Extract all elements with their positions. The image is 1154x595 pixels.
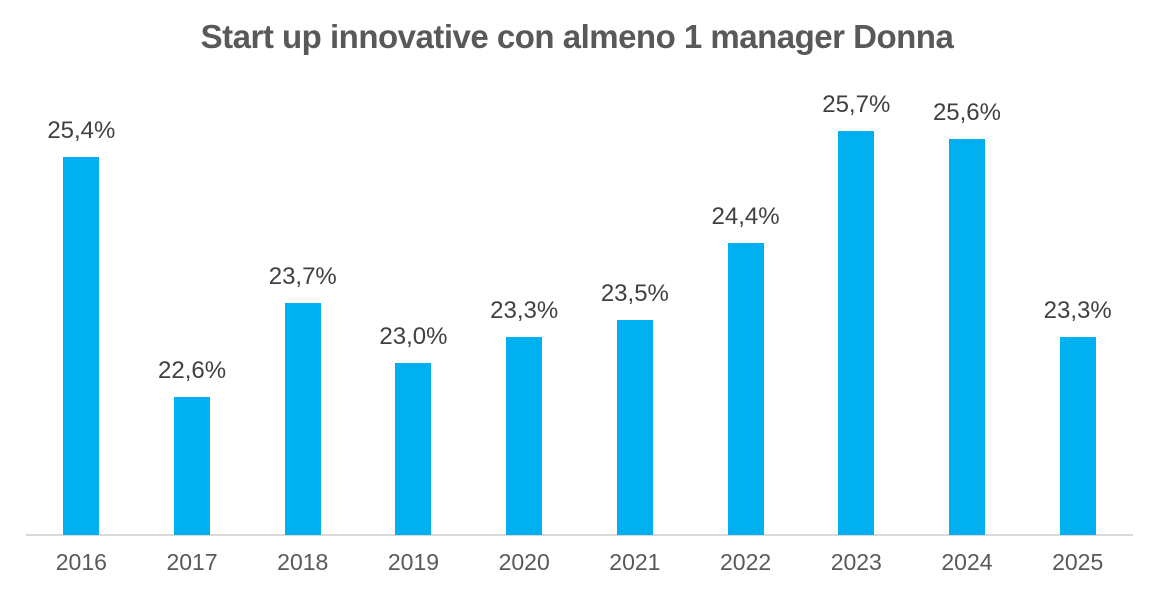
bar-2016 <box>63 156 100 535</box>
x-axis-labels: 2016 2017 2018 2019 2020 2021 2022 2023 2024 2025 <box>26 549 1133 575</box>
x-tick-label-2024: 2024 <box>941 549 993 575</box>
bar-value-label: 25,7% <box>822 90 891 118</box>
x-axis-line <box>26 534 1133 536</box>
bar-column: 23,3% <box>1022 299 1133 535</box>
bar-column: 23,0% <box>358 325 469 535</box>
bar-value-label: 23,3% <box>490 297 559 325</box>
bar-2023 <box>838 130 875 535</box>
x-tick-label-2023: 2023 <box>830 549 882 575</box>
bar-column: 25,6% <box>912 101 1023 535</box>
bar-column: 25,7% <box>801 90 912 535</box>
bar-2017 <box>174 397 211 535</box>
bar-value-label: 24,4% <box>711 202 780 230</box>
x-tick-label-2016: 2016 <box>55 549 107 575</box>
bar-2025 <box>1059 337 1096 535</box>
bar-2019 <box>395 363 432 535</box>
bar-value-label: 23,5% <box>600 280 669 307</box>
bar-2021 <box>616 320 653 535</box>
x-tick-label-2022: 2022 <box>719 549 772 575</box>
x-tick-label-2025: 2025 <box>1052 549 1104 575</box>
bar-2018 <box>284 302 321 535</box>
bar-value-label: 23,7% <box>268 262 337 290</box>
x-tick-label-2021: 2021 <box>609 549 661 575</box>
bar-value-label: 25,4% <box>47 116 116 144</box>
bar-column: 25,4% <box>26 116 137 535</box>
bar-value-label: 23,3% <box>1043 297 1112 325</box>
bar-2020 <box>506 337 543 535</box>
bar-column: 23,7% <box>247 262 358 535</box>
plot-area: 25,4% 22,6% 23,7% 23,0% 23,3% 23,5% 24,4% 25,7%… <box>26 0 1133 535</box>
bar-column: 23,3% <box>469 299 580 535</box>
bar-2022 <box>727 242 764 535</box>
bar-column: 23,5% <box>580 282 691 535</box>
chart-title: Start up innovative con almeno 1 manager… <box>200 18 954 55</box>
bar-value-label: 25,6% <box>932 99 1001 127</box>
x-tick-label-2019: 2019 <box>387 549 440 575</box>
bar-2024 <box>948 139 985 535</box>
bar-value-label: 23,0% <box>379 323 448 350</box>
bar-column: 24,4% <box>690 202 801 535</box>
bar-column: 22,6% <box>137 359 248 535</box>
x-tick-label-2017: 2017 <box>166 549 218 575</box>
x-tick-label-2018: 2018 <box>277 549 329 575</box>
x-tick-label-2020: 2020 <box>498 549 550 575</box>
bar-value-label: 22,6% <box>158 357 227 385</box>
